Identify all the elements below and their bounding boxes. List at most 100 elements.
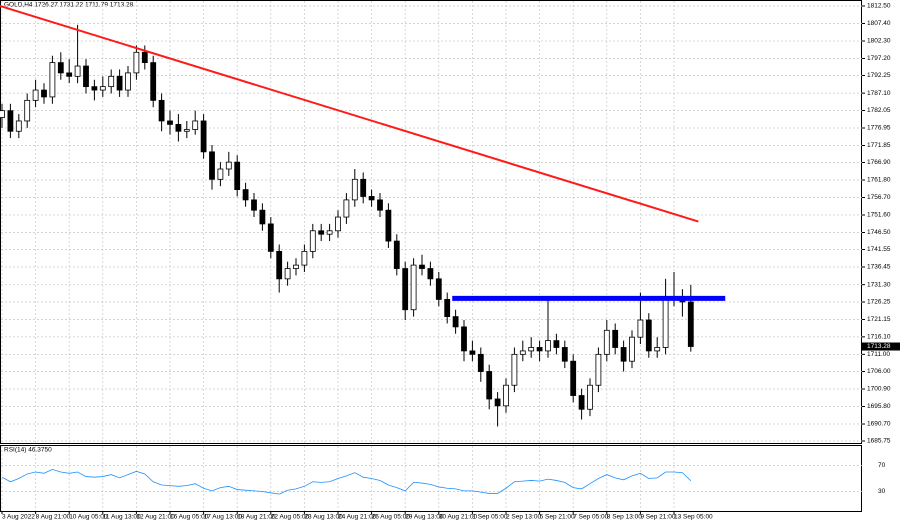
candle-body xyxy=(368,196,375,201)
candle-body xyxy=(620,347,627,362)
candle-body xyxy=(570,360,577,396)
candle-body xyxy=(15,120,22,132)
y-tick-label: 1685.75 xyxy=(867,438,891,445)
candle-body xyxy=(301,250,308,266)
candle-body xyxy=(469,350,476,355)
y-tick-label: 1741.55 xyxy=(867,246,891,253)
candle-body xyxy=(133,51,140,74)
candle-body xyxy=(519,350,526,355)
candle-body xyxy=(158,99,165,122)
candle-body xyxy=(662,299,669,348)
x-tick-label: 8 Sep 13:00 xyxy=(607,514,642,521)
x-tick-label: 12 Aug 21:00 xyxy=(136,514,175,521)
candle-body xyxy=(553,340,560,348)
candle-body xyxy=(645,319,652,352)
candle-body xyxy=(217,168,224,180)
candle-body xyxy=(637,319,644,338)
price-marker xyxy=(862,342,900,351)
candle-body xyxy=(183,129,190,132)
candle-body xyxy=(209,151,215,180)
candle-body xyxy=(57,62,64,74)
y-tick-label: 1751.60 xyxy=(867,212,891,219)
x-tick-label: 18 Aug 21:00 xyxy=(237,514,276,521)
y-tick-label: 1736.45 xyxy=(867,264,891,271)
candle-body xyxy=(141,51,148,64)
candle-body xyxy=(49,62,56,98)
rsi-tick-label: 70 xyxy=(878,462,886,469)
candle-body xyxy=(477,353,484,372)
y-tick-label: 1771.85 xyxy=(867,142,891,149)
x-tick-label: 11 Aug 13:00 xyxy=(103,514,141,521)
candle-body xyxy=(267,223,274,252)
rsi-line xyxy=(1,468,692,495)
price-marker-label: 1713.28 xyxy=(867,343,891,350)
y-tick-label: 1761.80 xyxy=(867,177,891,184)
y-tick-label: 1726.25 xyxy=(867,299,891,306)
candle-body xyxy=(503,384,509,407)
candle-body xyxy=(251,199,257,211)
candle-body xyxy=(32,89,39,101)
candle-body xyxy=(116,75,123,91)
candle-body xyxy=(587,384,593,410)
rsi-label: RSI(14) 46.3750 xyxy=(4,447,52,454)
candle-body xyxy=(595,353,602,386)
x-tick-label: 2 Sep 13:00 xyxy=(506,514,541,521)
x-tick-label: 26 Aug 05:00 xyxy=(372,514,411,521)
candle-body xyxy=(435,278,442,300)
candle-body xyxy=(108,75,115,88)
y-tick-label: 1797.20 xyxy=(867,55,891,62)
candle-body xyxy=(293,264,299,269)
candle-body xyxy=(66,72,73,77)
x-tick-label: 3 Aug 2022 xyxy=(2,514,35,521)
y-tick-label: 1756.70 xyxy=(867,194,891,201)
y-tick-label: 1721.15 xyxy=(867,316,891,323)
x-tick-label: 10 Aug 05:00 xyxy=(69,514,108,521)
x-tick-label: 9 Sep 21:00 xyxy=(640,514,675,521)
candle-body xyxy=(242,189,249,201)
candle-body xyxy=(452,316,459,328)
candle-body xyxy=(461,326,467,352)
trend-line xyxy=(0,5,699,223)
candle-body xyxy=(326,230,333,235)
candle-body xyxy=(612,329,619,348)
candle-body xyxy=(192,120,199,130)
candle-body xyxy=(393,240,400,269)
y-tick-label: 1731.30 xyxy=(867,281,891,288)
candle-body xyxy=(284,268,291,280)
candle-body xyxy=(41,89,47,98)
x-tick-label: 29 Aug 13:00 xyxy=(405,514,444,521)
candle-body xyxy=(385,209,392,242)
candle-body xyxy=(225,161,232,170)
candle-body xyxy=(528,347,535,352)
chart-title: GOLD,H4 1726.27 1731.22 1711.79 1713.28 xyxy=(4,2,134,9)
candle-body xyxy=(200,120,207,153)
y-tick-label: 1792.25 xyxy=(867,72,891,79)
candle-body xyxy=(74,65,81,77)
y-tick-label: 1711.00 xyxy=(867,351,890,358)
candle-body xyxy=(276,250,283,280)
x-tick-label: 16 Aug 05:00 xyxy=(170,514,209,521)
y-tick-label: 1746.50 xyxy=(867,229,891,236)
candle-body xyxy=(99,86,106,91)
candle-body xyxy=(7,110,14,132)
y-tick-label: 1807.40 xyxy=(867,20,891,27)
x-tick-label: 24 Aug 21:00 xyxy=(338,514,377,521)
y-tick-label: 1802.30 xyxy=(867,38,891,45)
x-tick-label: 23 Aug 13:00 xyxy=(304,514,343,521)
candle-body xyxy=(234,161,241,190)
candle-body xyxy=(259,209,266,225)
y-tick-label: 1787.10 xyxy=(867,90,891,97)
y-tick-label: 1695.80 xyxy=(867,403,891,410)
candle-body xyxy=(654,347,661,352)
x-tick-label: 17 Aug 13:00 xyxy=(204,514,243,521)
y-tick-label: 1812.50 xyxy=(867,3,891,10)
candle-body xyxy=(444,299,451,317)
x-tick-label: 5 Sep 21:00 xyxy=(540,514,575,521)
candle-body xyxy=(494,398,501,407)
rsi-panel xyxy=(0,445,862,512)
candle-body xyxy=(629,336,635,362)
y-tick-label: 1782.05 xyxy=(867,107,891,114)
candle-body xyxy=(91,86,98,91)
candle-body xyxy=(410,264,417,311)
